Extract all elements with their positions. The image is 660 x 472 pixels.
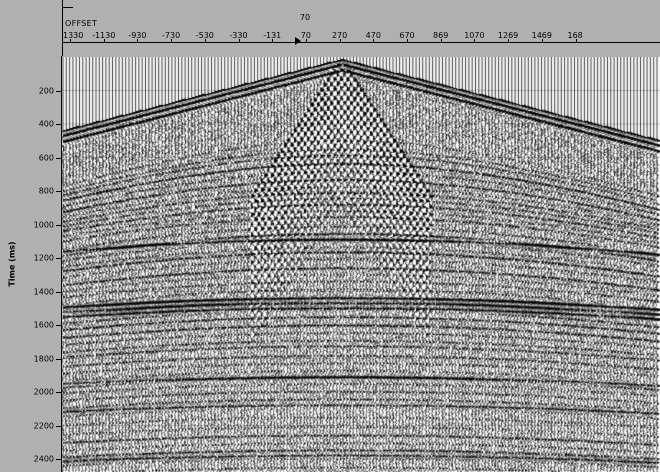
offset-tick-mark: [137, 39, 139, 43]
time-tick-mark: [56, 425, 61, 427]
offset-tick-mark: [272, 39, 274, 43]
offset-tick-mark: [70, 39, 71, 43]
header-top-line: [63, 7, 73, 8]
time-tick-label: 800: [38, 186, 54, 196]
offset-tick-label: -330: [229, 31, 248, 40]
time-tick-label: 1000: [33, 220, 54, 229]
seismic-wiggle-canvas[interactable]: [62, 57, 660, 472]
offset-tick-mark: [339, 39, 341, 43]
time-axis-title: Time (ms): [7, 241, 17, 287]
offset-tick-label: -131: [263, 31, 282, 40]
offset-tick-label: 869: [433, 31, 449, 40]
time-tick-mark: [56, 392, 61, 393]
offset-tick-label: 70: [300, 31, 311, 40]
offset-tick-mark: [171, 39, 173, 43]
offset-tick-mark: [407, 39, 408, 43]
offset-header: OFFSET 70 1330 -1130 -930 -730 -530 -330 -131 7…: [62, 0, 660, 56]
offset-tick-label: 1269: [497, 31, 519, 40]
time-tick-label: 1200: [33, 253, 54, 263]
time-tick-mark: [56, 157, 61, 159]
time-tick-label: 1400: [33, 287, 54, 296]
time-axis: Time (ms) 200 400 600 800 1000 1200 1400 1600 18…: [0, 56, 62, 472]
seismic-trace-display[interactable]: [62, 57, 660, 472]
time-tick-mark: [56, 258, 61, 259]
offset-axis-line: [63, 42, 660, 43]
offset-tick-label: -530: [195, 31, 214, 40]
offset-tick-mark: [440, 39, 442, 43]
time-tick-mark: [56, 291, 61, 293]
offset-tick-mark: [474, 39, 476, 43]
offset-tick-label: 168: [567, 31, 583, 40]
time-tick-mark: [56, 224, 61, 226]
offset-tick-label: -930: [128, 31, 147, 40]
offset-cursor-marker[interactable]: [294, 37, 301, 45]
offset-tick-mark: [204, 39, 206, 43]
time-axis-line: [61, 56, 62, 472]
offset-tick-mark: [238, 39, 240, 43]
time-tick-label: 200: [38, 86, 54, 95]
offset-tick-mark: [373, 39, 375, 43]
time-tick-mark: [56, 459, 61, 460]
offset-tick-label: 1469: [531, 31, 552, 40]
offset-tick-label: -1130: [92, 31, 116, 40]
selected-offset-readout: 70: [299, 13, 311, 22]
time-tick-label: 2000: [33, 387, 54, 397]
offset-tick-mark: [305, 39, 307, 43]
time-tick-label: 2400: [33, 454, 54, 464]
offset-tick-label: 1070: [464, 31, 485, 40]
offset-tick-label: -730: [162, 31, 181, 40]
offset-tick-mark: [103, 39, 105, 43]
offset-tick-mark: [541, 39, 543, 43]
time-tick-label: 2200: [33, 421, 54, 430]
offset-tick-label: 1330: [63, 31, 84, 40]
time-tick-label: 1800: [33, 354, 54, 363]
offset-tick-label: 670: [399, 31, 415, 40]
time-tick-mark: [56, 191, 61, 192]
offset-tick-label: 270: [331, 31, 348, 40]
time-tick-label: 1600: [33, 320, 54, 330]
time-tick-mark: [56, 90, 61, 92]
time-tick-label: 600: [38, 153, 54, 162]
offset-tick-label: 470: [365, 31, 381, 40]
time-tick-mark: [56, 358, 61, 360]
offset-tick-mark: [508, 39, 510, 43]
time-tick-mark: [56, 325, 61, 326]
offset-axis-title: OFFSET: [65, 19, 98, 28]
time-tick-label: 400: [38, 119, 54, 129]
time-tick-mark: [56, 124, 61, 125]
offset-tick-mark: [575, 39, 577, 43]
